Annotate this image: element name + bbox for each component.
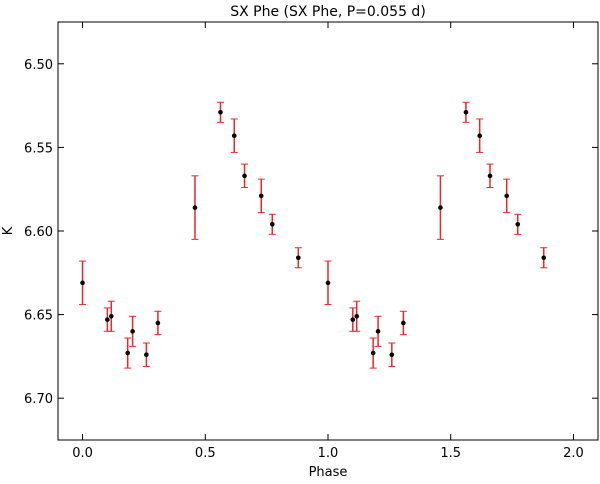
data-point [325,280,331,286]
data-point [155,320,161,326]
errorbar-point-6 [154,310,162,336]
y-tick-label: 6.55 [24,141,53,156]
errorbar-point-1 [103,307,111,332]
x-tick-label: 0.5 [195,446,216,461]
data-point [144,352,149,358]
data-point [130,329,135,334]
data-point [515,222,521,227]
data-point [389,352,395,358]
data-point [477,133,482,138]
data-point [269,222,275,227]
x-tick-label: 2.0 [563,446,584,461]
errorbar-point-22 [462,101,470,123]
errorbar-point-24 [486,163,494,189]
data-point [105,317,110,322]
errorbar-point-16 [353,300,361,332]
data-point [108,313,114,319]
data-point [350,317,356,322]
y-tick-label: 6.60 [24,225,53,240]
errorbar-point-10 [241,163,249,189]
errorbar-point-8 [216,101,224,123]
x-tick-label: 1.0 [318,446,339,461]
y-tick-label: 6.65 [24,309,53,324]
errorbar-point-27 [540,247,548,269]
errorbar-point-23 [476,118,484,153]
errorbar-point-17 [369,337,377,369]
data-point [218,109,223,115]
errorbar-point-0 [79,260,87,306]
data-point [192,205,198,210]
errorbar-point-2 [107,300,115,332]
data-point [370,350,376,356]
data-point [125,350,131,356]
data-point [354,313,360,319]
errorbar-point-11 [257,178,265,214]
y-tick-label: 6.70 [24,392,53,407]
errorbar-point-7 [191,175,199,240]
errorbar-point-4 [129,315,137,347]
y-axis-label: K [1,226,16,235]
errorbar-point-12 [268,213,276,235]
data-point [504,193,509,199]
data-point [80,280,85,286]
x-tick-label: 0.0 [72,446,93,461]
errorbar-point-5 [142,342,150,367]
errorbar-point-26 [514,213,522,235]
data-point [242,173,247,179]
data-point [438,205,443,210]
data-point [231,133,237,138]
x-tick-label: 1.5 [440,446,461,461]
errorbar-point-3 [124,337,132,369]
errorbar-point-9 [230,118,238,153]
errorbar-point-19 [388,342,396,367]
errorbar-point-14 [324,260,332,306]
errorbar-point-18 [374,315,382,347]
data-point [401,320,406,326]
errorbar-point-25 [503,178,511,214]
data-point [541,255,547,261]
errorbar-point-20 [399,310,407,336]
errorbar-point-13 [294,247,302,269]
data-point [296,255,301,261]
chart-title: SX Phe (SX Phe, P=0.055 d) [230,4,426,20]
data-point [463,109,469,115]
data-point [375,329,381,334]
x-axis-label: Phase [309,465,348,480]
y-tick-label: 6.50 [24,58,53,73]
errorbar-point-21 [436,175,444,240]
errorbar-point-15 [349,307,357,332]
data-point [258,193,264,199]
data-point [487,173,493,179]
